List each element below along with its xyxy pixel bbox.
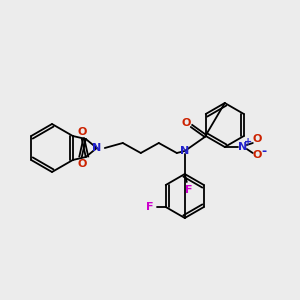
Text: N: N	[238, 142, 248, 152]
Text: F: F	[146, 202, 154, 212]
Text: O: O	[181, 118, 190, 128]
Text: O: O	[77, 159, 86, 169]
Text: O: O	[77, 127, 86, 137]
Text: -: -	[261, 146, 266, 158]
Text: +: +	[244, 137, 252, 147]
Text: O: O	[252, 134, 262, 144]
Text: O: O	[252, 150, 262, 160]
Text: N: N	[180, 146, 189, 156]
Text: F: F	[185, 185, 193, 195]
Text: N: N	[92, 143, 101, 153]
